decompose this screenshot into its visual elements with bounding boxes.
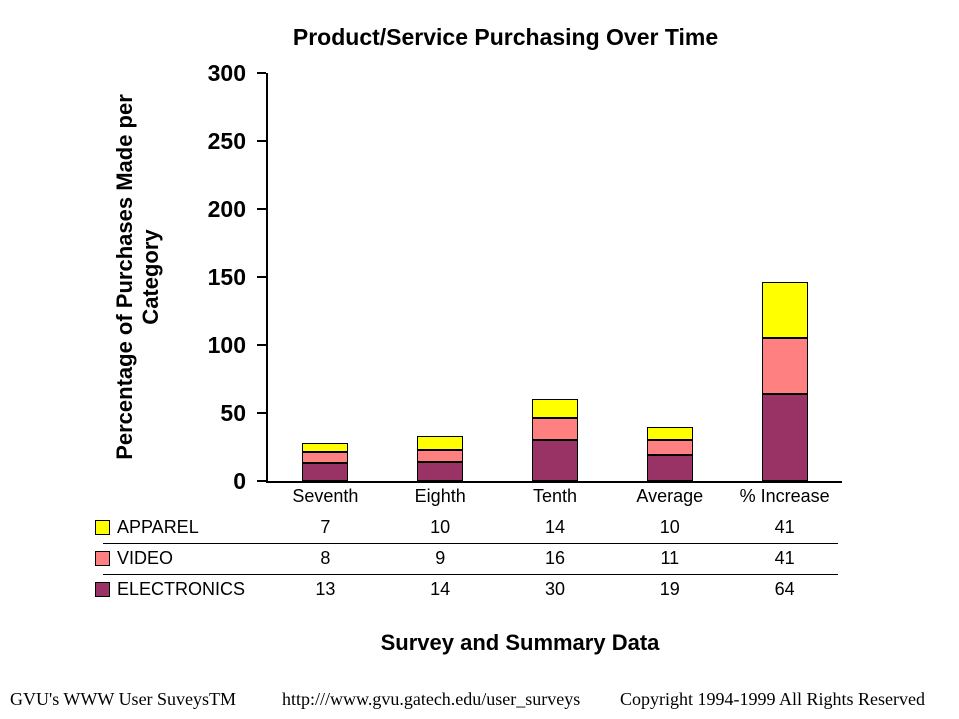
y-tick-mark: [257, 412, 266, 414]
y-tick-label: 200: [207, 196, 246, 222]
table-row-separator: [103, 543, 838, 544]
bar-segment-electronics: [646, 455, 693, 481]
y-tick-mark: [257, 276, 266, 278]
table-value-cell: 41: [774, 548, 795, 568]
y-axis-title-line-1: Percentage of Purchases Made per: [112, 94, 137, 460]
bar-segment-electronics: [302, 463, 349, 481]
bar-slot: [268, 442, 383, 481]
bar-segment-apparel: [417, 436, 464, 450]
bar-segment-electronics: [417, 461, 464, 481]
x-category-label: Average: [636, 486, 704, 506]
bar-slot: [727, 282, 842, 481]
x-category-label: Tenth: [532, 486, 578, 506]
y-tick-mark: [257, 480, 266, 482]
table-value-cell: 9: [435, 548, 446, 568]
y-tick-label: 0: [233, 468, 246, 494]
table-value-cell: 8: [320, 548, 331, 568]
bar-segment-video: [417, 449, 464, 462]
footer-url: http:///www.gvu.gatech.edu/user_surveys: [282, 689, 581, 709]
y-tick-mark: [257, 344, 266, 346]
y-tick-label: 300: [207, 60, 246, 86]
legend-swatch-apparel: [95, 520, 110, 535]
table-value-cell: 14: [430, 579, 451, 599]
legend-label-electronics: ELECTRONICS: [117, 579, 246, 599]
y-tick-label: 150: [207, 264, 246, 290]
y-tick-mark: [257, 72, 266, 74]
table-row-separator: [103, 574, 838, 575]
legend-label-video: VIDEO: [117, 548, 174, 568]
bar-segment-apparel: [302, 442, 349, 453]
table-value-cell: 10: [430, 517, 451, 537]
legend-swatch-video: [95, 551, 110, 566]
x-category-label: Eighth: [414, 486, 466, 506]
plot-area: 0 50 100 150 200 250 300 Seventh Eighth Tenth Aver…: [208, 60, 842, 506]
table-value-cell: 64: [774, 579, 795, 599]
table-value-cell: 11: [660, 548, 680, 568]
bar-slot: [383, 436, 498, 481]
footer-copyright: Copyright 1994-1999 All Rights Reserved: [620, 689, 925, 709]
bar-segment-video: [761, 338, 808, 394]
table-value-cell: 13: [315, 579, 336, 599]
chart-title: Product/Service Purchasing Over Time: [292, 24, 719, 50]
y-tick-mark: [257, 140, 266, 142]
table-value-cell: 7: [320, 517, 331, 537]
bar-segment-apparel: [761, 282, 808, 339]
y-tick-label: 250: [207, 128, 246, 154]
table-value-cell: 30: [544, 579, 565, 599]
bar-slot: [612, 426, 727, 481]
legend-swatch-electronics: [95, 582, 110, 597]
x-axis-title: Survey and Summary Data: [380, 630, 660, 655]
y-tick-label: 50: [220, 400, 246, 426]
bar-segment-apparel: [531, 399, 578, 419]
bar-slot: [498, 399, 613, 481]
y-tick-label: 100: [207, 332, 246, 358]
bar-segment-electronics: [761, 393, 808, 481]
footer-brand: GVU's WWW User SuveysTM: [10, 689, 237, 709]
y-tick-mark: [257, 208, 266, 210]
bar-segment-video: [531, 418, 578, 441]
y-axis-title: Percentage of Purchases Made per Categor…: [112, 62, 168, 492]
bar-segment-video: [302, 452, 349, 464]
table-value-cell: 41: [774, 517, 795, 537]
table-value-cell: 16: [544, 548, 565, 568]
table-value-cell: 19: [659, 579, 680, 599]
x-category-label: Seventh: [292, 486, 359, 506]
table-value-cell: 14: [544, 517, 565, 537]
legend-label-apparel: APPAREL: [117, 517, 199, 537]
y-axis-title-line-2: Category: [138, 229, 163, 325]
bar-segment-electronics: [531, 440, 578, 481]
bar-segment-apparel: [646, 426, 693, 441]
x-category-label: % Increase: [739, 486, 830, 506]
table-value-cell: 10: [659, 517, 680, 537]
bar-segment-video: [646, 440, 693, 456]
